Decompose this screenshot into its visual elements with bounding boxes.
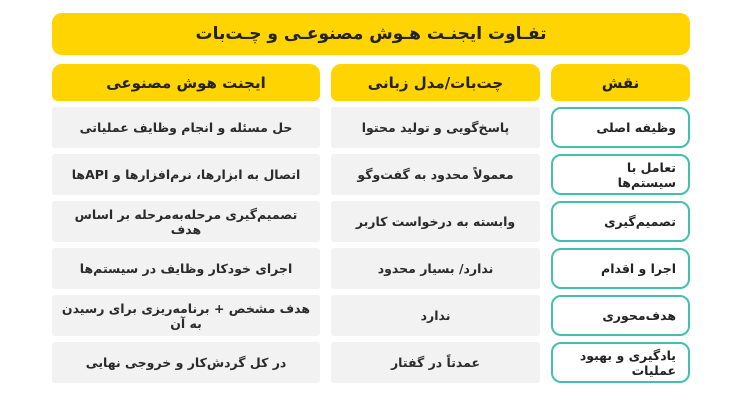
agent-cell: اجرای خودکار وظایف در سیستم‌ها <box>52 248 320 289</box>
row-label-execution: اجرا و اقدام <box>551 248 690 289</box>
column-header-agent: ایجنت هوش مصنوعی <box>52 64 320 101</box>
agent-cell: حل مسئله و انجام وظایف عملیاتی <box>52 107 320 148</box>
chatbot-cell: وابسته به درخواست کاربر <box>331 201 540 242</box>
chatbot-cell: عمدتاً در گفتار <box>331 342 540 383</box>
chatbot-cell: پاسخ‌گویی و تولید محتوا <box>331 107 540 148</box>
comparison-table: نقش چت‌بات/مدل زبانی ایجنت هوش مصنوعی وظ… <box>52 64 690 383</box>
chatbot-cell: معمولاً محدود به گفت‌وگو <box>331 154 540 195</box>
agent-cell: تصمیم‌گیری مرحله‌به‌مرحله بر اساس هدف <box>52 201 320 242</box>
column-header-chatbot: چت‌بات/مدل زبانی <box>331 64 540 101</box>
agent-cell: در کل گردش‌کار و خروجی نهایی <box>52 342 320 383</box>
page-title: تفـاوت ایجنـت هـوش مصنوعـی و چـت‌بات <box>52 13 690 55</box>
row-label-main-task: وظیفه اصلی <box>551 107 690 148</box>
agent-cell: هدف مشخص + برنامه‌ریزی برای رسیدن به آن <box>52 295 320 336</box>
agent-cell: اتصال به ابزارها، نرم‌افزارها و APIها <box>52 154 320 195</box>
column-header-role: نقش <box>551 64 690 101</box>
chatbot-cell: ندارد/ بسیار محدود <box>331 248 540 289</box>
row-label-learning-improvement: یادگیری و بهبود عملیات <box>551 342 690 383</box>
chatbot-cell: ندارد <box>331 295 540 336</box>
row-label-decision-making: تصمیم‌گیری <box>551 201 690 242</box>
row-label-system-interaction: تعامل با سیستم‌ها <box>551 154 690 195</box>
row-label-goal-orientation: هدف‌محوری <box>551 295 690 336</box>
